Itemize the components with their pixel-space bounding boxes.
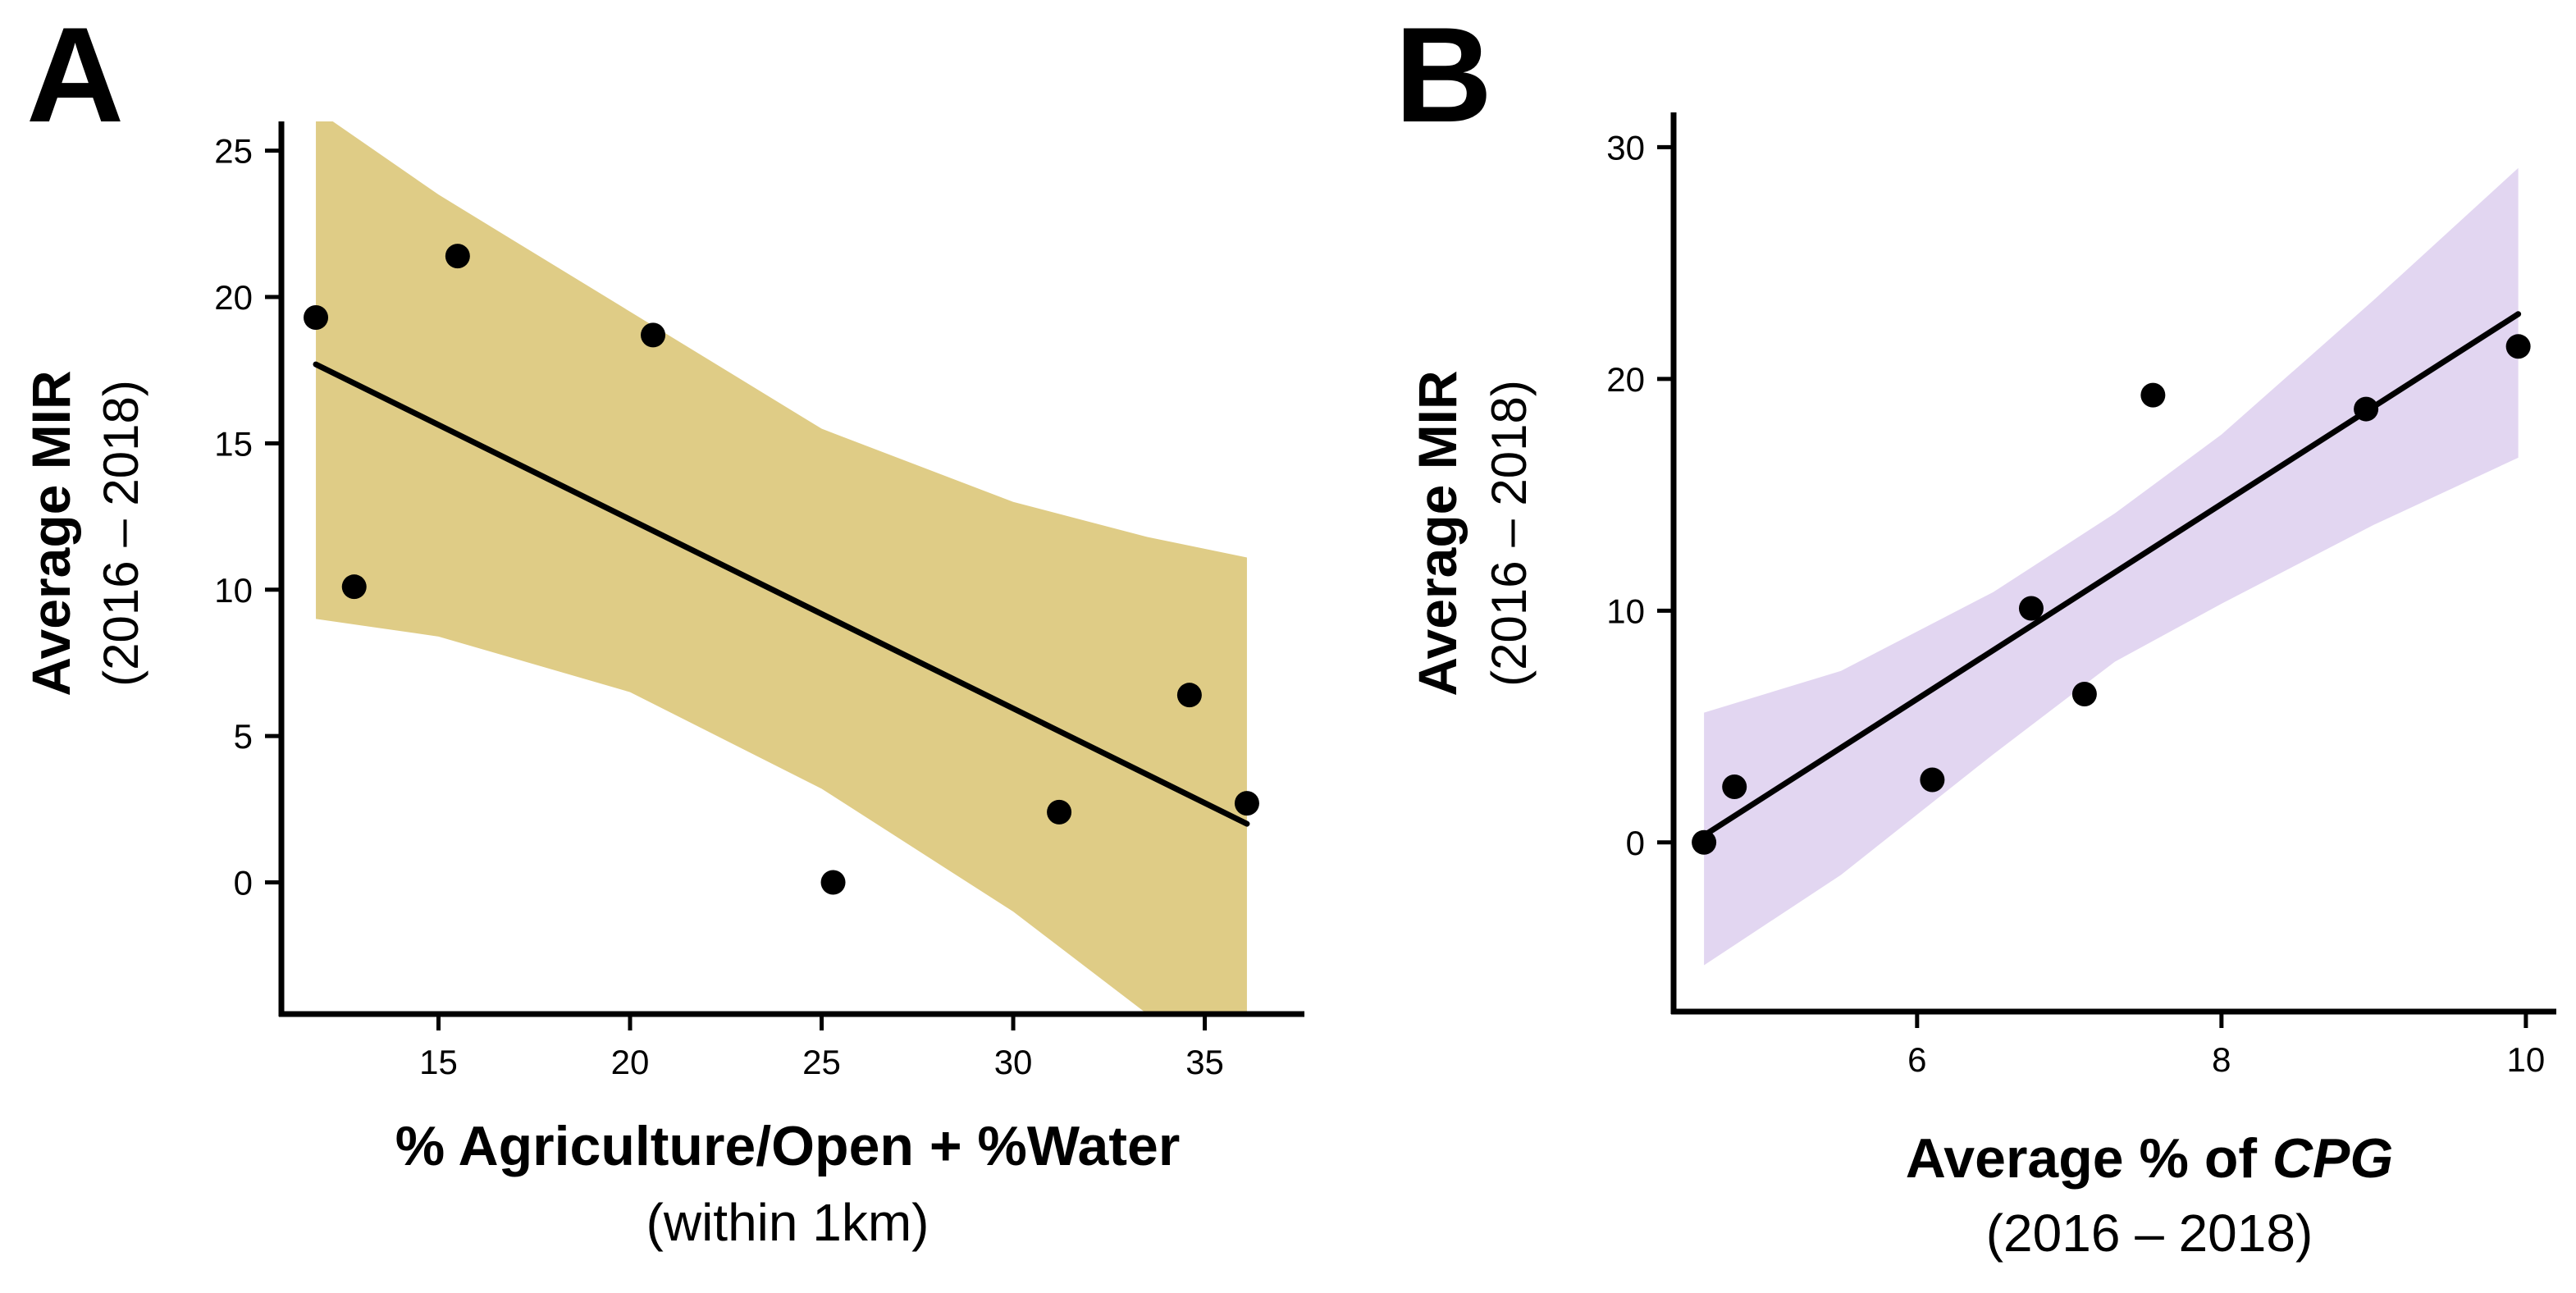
panel-a-y-axis-sublabel: (2016 – 2018) [94,380,148,687]
panel-b-x-ticks: 6 8 10 [1907,1012,2545,1079]
panel-b-axes [1670,112,2556,1015]
panel-a-point-5 [820,870,846,895]
panel-a-confidence-band-layer [316,121,1247,1014]
panel-a-y-tick-label-20: 20 [214,278,253,317]
panel-a-axes [278,121,1304,1017]
panel-a-x-ticks: 15 20 25 30 35 [419,1014,1224,1081]
panel-a-point-7 [1176,683,1202,708]
panel-b-letter: B [1395,0,1492,150]
panel-a-fit-line-layer [313,361,1250,827]
panel-a-point-8 [1234,791,1259,816]
panel-a-points-layer [304,244,1259,895]
panel-b-x-axis-sublabel: (2016 – 2018) [1986,1204,2313,1263]
panel-a-x-tick-label-35: 35 [1185,1043,1224,1081]
panel-b-y-tick-label-10: 10 [1606,592,1645,630]
panel-a-y-axis-label: Average MIR [21,370,81,696]
panel-b-y-tick-label-20: 20 [1606,360,1645,399]
panel-b-point-5 [2071,682,2097,707]
panel-a-fit-line [313,361,1250,827]
panel-b-x-tick-label-10: 10 [2507,1040,2546,1079]
panel-b-y-axis-label: Average MIR [1407,370,1468,696]
panel-a-point-2 [341,574,367,600]
panel-a-point-1 [304,305,329,331]
panel-b-y-ticks: 0 10 20 30 [1606,128,1674,862]
panel-a-y-ticks: 0 5 10 15 20 25 [214,132,281,902]
panel-b-point-1 [1692,829,1717,855]
panel-a-x-axis-sublabel: (within 1km) [646,1193,929,1252]
panel-a-point-3 [445,244,470,269]
panel-b-x-tick-label-8: 8 [2212,1040,2231,1079]
panel-a-x-axis-label: % Agriculture/Open + %Water [395,1115,1181,1177]
panel-b-point-8 [2505,334,2531,359]
panel-a-y-tick-label-0: 0 [234,863,253,902]
panel-a-y-tick-label-5: 5 [234,717,253,756]
panel-b-y-tick-label-0: 0 [1626,824,1645,862]
panel-b-point-4 [2018,596,2044,621]
panel-b-y-axis-sublabel: (2016 – 2018) [1482,380,1537,687]
panel-b-confidence-band-layer [1704,167,2519,966]
panel-b-fit-line [1701,311,2522,838]
panel-b-confidence-band [1704,167,2519,966]
panel-a-x-tick-label-25: 25 [802,1043,841,1081]
panel-a-letter: A [26,0,124,150]
panel-b-x-tick-label-6: 6 [1907,1040,1926,1079]
panel-a-y-tick-label-15: 15 [214,424,253,463]
panel-a-confidence-band [316,121,1247,1014]
panel-b-x-axis-label: Average % of CPG [1906,1127,2394,1190]
panel-a-point-4 [641,322,666,348]
panel-b-fit-line-layer [1701,311,2522,838]
panel-b-point-7 [2354,396,2379,422]
panel-a-x-tick-label-15: 15 [419,1043,458,1081]
panel-a-x-tick-label-20: 20 [611,1043,650,1081]
panel-a: A 15 20 25 30 35 0 5 10 15 20 25 Average MIR (201… [21,0,1304,1252]
panel-b-y-tick-label-30: 30 [1606,128,1645,167]
panel-b-x-axis-label-main: Average % of [1906,1127,2258,1190]
panel-b-point-6 [2140,382,2166,408]
panel-b-points-layer [1692,334,2531,855]
panel-b-x-axis-label-italic: CPG [2272,1127,2393,1190]
panel-a-y-tick-label-25: 25 [214,132,253,171]
panel-a-point-6 [1047,799,1072,825]
panel-b: B 6 8 10 0 10 20 30 Average MIR (2016 – 2018)… [1395,0,2556,1263]
panel-b-point-2 [1722,774,1747,799]
panel-a-x-tick-label-30: 30 [994,1043,1033,1081]
panel-a-y-tick-label-10: 10 [214,571,253,610]
panel-b-point-3 [1920,767,1945,793]
